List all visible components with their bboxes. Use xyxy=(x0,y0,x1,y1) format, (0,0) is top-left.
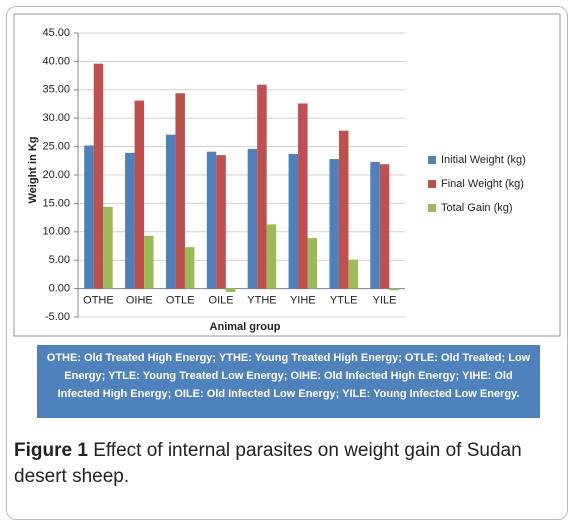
x-tick-label: OILE xyxy=(209,295,234,307)
bar xyxy=(298,103,308,289)
y-tick-label: 40.00 xyxy=(42,55,70,67)
legend-label: Final Weight (kg) xyxy=(441,178,524,190)
caption: Figure 1 Effect of internal parasites on… xyxy=(14,438,554,490)
bar xyxy=(379,164,390,289)
y-tick-label: 25.00 xyxy=(42,141,70,153)
bar xyxy=(288,153,299,289)
bar xyxy=(175,93,185,289)
bar xyxy=(257,84,267,289)
bar xyxy=(307,238,318,289)
y-tick-label: 15.00 xyxy=(42,197,70,209)
x-axis-title: Animal group xyxy=(210,321,281,333)
bar xyxy=(144,235,154,289)
x-tick-label: OTHE xyxy=(83,295,114,307)
bar xyxy=(184,247,195,289)
bar xyxy=(247,148,258,289)
bar xyxy=(93,63,104,289)
y-tick-label: 35.00 xyxy=(42,84,70,96)
bar xyxy=(389,288,399,291)
bar xyxy=(103,206,113,289)
bar xyxy=(338,130,349,289)
caption-text: Effect of internal parasites on weight g… xyxy=(14,440,522,487)
bar xyxy=(206,151,217,289)
y-tick-label: 5.00 xyxy=(49,254,70,266)
bar xyxy=(84,145,94,289)
bar xyxy=(125,152,135,289)
legend-label: Initial Weight (kg) xyxy=(441,154,526,166)
y-tick-label: 20.00 xyxy=(42,169,70,181)
legend-swatch xyxy=(428,156,436,164)
bar xyxy=(216,155,226,289)
legend-swatch xyxy=(428,204,436,212)
bar xyxy=(134,100,145,289)
x-tick-label: YIHE xyxy=(290,295,316,307)
x-tick-label: OTLE xyxy=(166,295,195,307)
x-tick-label: YTHE xyxy=(247,295,276,307)
y-tick-label: 0.00 xyxy=(49,283,70,295)
caption-label: Figure 1 xyxy=(14,440,88,461)
y-axis-title: Weight in Kg xyxy=(27,136,39,203)
bar xyxy=(225,288,236,293)
bar xyxy=(348,259,358,289)
bar xyxy=(266,224,277,289)
x-tick-label: YILE xyxy=(373,295,397,307)
bar xyxy=(329,159,339,289)
y-tick-label: 45.00 xyxy=(42,27,70,39)
legend-label: Total Gain (kg) xyxy=(441,202,513,214)
x-tick-label: OIHE xyxy=(126,295,153,307)
y-tick-label: 10.00 xyxy=(42,226,70,238)
frame xyxy=(6,6,568,520)
footnote: OTHE: Old Treated High Energy; YTHE: You… xyxy=(37,345,540,418)
x-tick-label: YTLE xyxy=(330,295,358,307)
bar xyxy=(165,134,176,289)
bar xyxy=(370,161,380,289)
y-tick-label: -5.00 xyxy=(45,311,70,323)
legend-swatch xyxy=(428,180,436,188)
y-tick-label: 30.00 xyxy=(42,112,70,124)
